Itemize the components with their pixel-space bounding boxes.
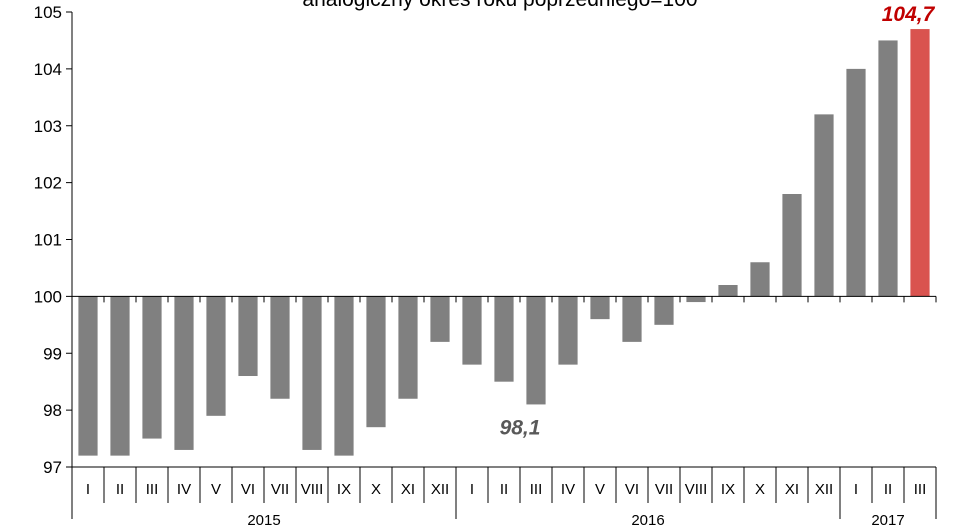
bar-4 bbox=[174, 296, 194, 450]
month-label-2: II bbox=[116, 481, 124, 498]
bar-25 bbox=[846, 68, 866, 297]
month-label-18: VI bbox=[625, 481, 639, 498]
month-label-6: VI bbox=[241, 481, 255, 498]
month-label-26: II bbox=[884, 481, 892, 498]
y-tick-label-102: 102 bbox=[34, 174, 62, 193]
month-label-4: IV bbox=[177, 481, 191, 498]
bar-27 bbox=[910, 29, 930, 297]
year-label-2017: 2017 bbox=[871, 512, 904, 529]
month-label-13: I bbox=[470, 481, 474, 498]
y-tick-label-99: 99 bbox=[43, 344, 62, 363]
month-label-3: III bbox=[146, 481, 159, 498]
month-label-8: VIII bbox=[301, 481, 324, 498]
bars-group bbox=[78, 29, 930, 456]
month-label-10: X bbox=[371, 481, 381, 498]
bar-7 bbox=[270, 296, 290, 399]
bar-12 bbox=[430, 296, 450, 342]
bar-24 bbox=[814, 114, 834, 297]
bar-21 bbox=[718, 285, 738, 297]
bar-20 bbox=[686, 296, 706, 303]
annotation-104-7: 104,7 bbox=[882, 3, 936, 26]
bar-16 bbox=[558, 296, 578, 365]
y-tick-label-101: 101 bbox=[34, 231, 62, 250]
month-label-12: XII bbox=[431, 481, 449, 498]
month-label-20: VIII bbox=[685, 481, 708, 498]
month-label-9: IX bbox=[337, 481, 351, 498]
bar-23 bbox=[782, 194, 802, 297]
bar-14 bbox=[494, 296, 514, 382]
bar-8 bbox=[302, 296, 322, 450]
month-label-1: I bbox=[86, 481, 90, 498]
month-label-14: II bbox=[500, 481, 508, 498]
month-label-11: XI bbox=[401, 481, 415, 498]
axes-group bbox=[66, 11, 937, 519]
month-label-23: XI bbox=[785, 481, 799, 498]
bar-13 bbox=[462, 296, 482, 365]
month-label-25: I bbox=[854, 481, 858, 498]
y-tick-label-105: 105 bbox=[34, 3, 62, 22]
month-label-22: X bbox=[755, 481, 765, 498]
bar-9 bbox=[334, 296, 354, 456]
bar-26 bbox=[878, 40, 898, 297]
year-label-2015: 2015 bbox=[247, 512, 280, 529]
month-label-24: XII bbox=[815, 481, 833, 498]
bar-17 bbox=[590, 296, 610, 320]
bar-18 bbox=[622, 296, 642, 342]
bar-1 bbox=[78, 296, 98, 456]
month-label-27: III bbox=[914, 481, 927, 498]
bar-3 bbox=[142, 296, 162, 439]
bar-6 bbox=[238, 296, 258, 377]
y-tick-label-103: 103 bbox=[34, 117, 62, 136]
y-tick-label-98: 98 bbox=[43, 401, 62, 420]
month-label-15: III bbox=[530, 481, 543, 498]
month-label-21: IX bbox=[721, 481, 735, 498]
bar-10 bbox=[366, 296, 386, 428]
month-label-17: V bbox=[595, 481, 605, 498]
y-tick-label-97: 97 bbox=[43, 458, 62, 477]
annotation-98-1: 98,1 bbox=[500, 416, 541, 439]
month-label-7: VII bbox=[271, 481, 289, 498]
bar-19 bbox=[654, 296, 674, 325]
bar-15 bbox=[526, 296, 546, 405]
bar-2 bbox=[110, 296, 130, 456]
y-tick-label-100: 100 bbox=[34, 287, 62, 306]
bar-11 bbox=[398, 296, 418, 399]
month-label-19: VII bbox=[655, 481, 673, 498]
month-label-16: IV bbox=[561, 481, 575, 498]
chart-title: analogiczny okres roku poprzedniego=100 bbox=[302, 0, 697, 11]
bar-22 bbox=[750, 262, 770, 297]
bar-5 bbox=[206, 296, 226, 416]
month-label-5: V bbox=[211, 481, 221, 498]
year-label-2016: 2016 bbox=[631, 512, 664, 529]
y-tick-label-104: 104 bbox=[34, 60, 62, 79]
